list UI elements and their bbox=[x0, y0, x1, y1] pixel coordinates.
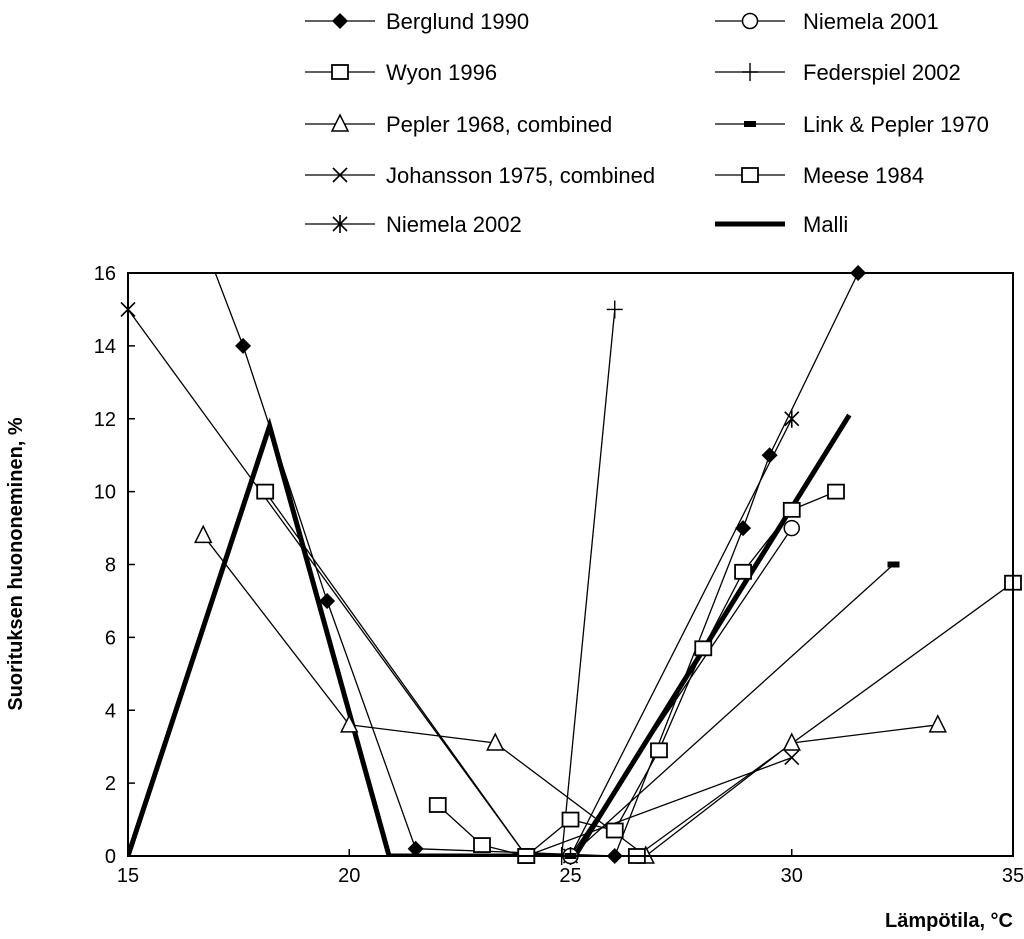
x-tick-label: 35 bbox=[1002, 865, 1024, 887]
data-point-wyon-1996 bbox=[473, 837, 491, 853]
data-point-wyon-1996 bbox=[734, 563, 752, 580]
data-point-wyon-1996 bbox=[694, 640, 713, 657]
legend-marker bbox=[742, 63, 758, 81]
legend-item-link-pepler-1970: Link & Pepler 1970 bbox=[715, 112, 989, 137]
data-point-pepler-1968-combined bbox=[340, 714, 359, 733]
data-point-berglund-1990 bbox=[761, 447, 778, 464]
legend-item-meese-1984: Meese 1984 bbox=[715, 163, 924, 188]
legend-marker bbox=[332, 215, 348, 233]
series-markers-meese-1984 bbox=[256, 483, 1022, 864]
legend-item-niemela-2002: Niemela 2002 bbox=[305, 212, 522, 237]
legend-marker bbox=[330, 113, 350, 132]
data-point-berglund-1990 bbox=[407, 840, 424, 857]
data-point-wyon-1996 bbox=[561, 811, 580, 828]
legend-item-malli: Malli bbox=[715, 212, 848, 237]
legend-item-pepler-1968-combined: Pepler 1968, combined bbox=[305, 112, 612, 137]
series-line-federspiel-2002 bbox=[561, 309, 616, 856]
x-tick-label: 25 bbox=[559, 865, 581, 887]
data-point-link-pepler-1970 bbox=[887, 561, 900, 568]
legend-label: Niemela 2001 bbox=[803, 9, 939, 34]
series-markers-johansson-1975-combined bbox=[120, 301, 800, 864]
data-point-wyon-1996 bbox=[782, 501, 801, 518]
y-tick-label: 8 bbox=[105, 555, 116, 577]
plot-layer bbox=[128, 273, 1013, 856]
series-line-johansson-1975-combined bbox=[128, 309, 793, 856]
marker-layer bbox=[120, 265, 1022, 865]
x-axis-title: Lämpötila, °C bbox=[885, 910, 1013, 932]
y-tick-label: 16 bbox=[94, 263, 116, 285]
legend-item-berglund-1990: Berglund 1990 bbox=[305, 9, 529, 34]
series-line-meese-1984 bbox=[264, 491, 1013, 856]
data-point-pepler-1968-combined bbox=[194, 524, 213, 544]
series-markers-wyon-1996 bbox=[428, 483, 845, 864]
x-axis: 15 20 25 30 35 bbox=[117, 849, 1024, 887]
x-tick-label: 20 bbox=[338, 865, 360, 887]
y-tick-label: 4 bbox=[105, 700, 116, 722]
y-tick-label: 10 bbox=[94, 482, 116, 504]
y-tick-label: 14 bbox=[94, 336, 116, 358]
series-line-link-pepler-1970 bbox=[570, 564, 894, 856]
y-tick-label: 2 bbox=[105, 773, 116, 795]
data-point-pepler-1968-combined bbox=[486, 732, 505, 751]
legend-label: Johansson 1975, combined bbox=[386, 163, 655, 188]
legend-item-wyon-1996: Wyon 1996 bbox=[305, 60, 497, 85]
series-line-malli bbox=[128, 413, 852, 856]
series-line-niemela-2002 bbox=[569, 418, 793, 856]
legend-item-niemela-2001: Niemela 2001 bbox=[715, 9, 939, 34]
legend-label: Malli bbox=[803, 212, 848, 237]
y-tick-label: 6 bbox=[105, 627, 116, 649]
y-tick-label: 0 bbox=[105, 846, 116, 868]
legend: Berglund 1990 Wyon 1996 Pepler 1968, combi… bbox=[305, 9, 989, 237]
y-axis: 0 2 4 6 8 10 12 14 16 bbox=[94, 263, 135, 868]
legend-marker bbox=[332, 167, 348, 183]
legend-label: Wyon 1996 bbox=[386, 60, 497, 85]
legend-label: Federspiel 2002 bbox=[803, 60, 961, 85]
legend-label: Berglund 1990 bbox=[386, 9, 529, 34]
data-point-johansson-1975-combined bbox=[784, 750, 800, 766]
legend-marker bbox=[741, 12, 759, 30]
x-tick-label: 15 bbox=[117, 865, 139, 887]
series-line-pepler-1968-combined bbox=[202, 534, 938, 856]
legend-item-johansson-1975-combined: Johansson 1975, combined bbox=[305, 163, 655, 188]
legend-label: Niemela 2002 bbox=[386, 212, 522, 237]
series-markers-berglund-1990 bbox=[235, 265, 867, 864]
y-tick-label: 12 bbox=[94, 409, 116, 431]
legend-label: Meese 1984 bbox=[803, 163, 924, 188]
legend-label: Pepler 1968, combined bbox=[386, 112, 612, 137]
data-point-wyon-1996 bbox=[650, 742, 668, 759]
data-point-berglund-1990 bbox=[735, 520, 752, 537]
x-tick-label: 30 bbox=[781, 865, 803, 887]
legend-marker bbox=[741, 167, 759, 183]
data-point-niemela-2002 bbox=[784, 409, 800, 428]
legend-marker bbox=[744, 121, 756, 127]
data-point-pepler-1968-combined bbox=[928, 714, 947, 733]
data-point-pepler-1968-combined bbox=[782, 732, 801, 751]
data-point-niemela-2001 bbox=[783, 519, 800, 537]
data-point-federspiel-2002 bbox=[606, 300, 623, 319]
data-point-meese-1984 bbox=[256, 483, 275, 500]
y-axis-title: Suorituksen huononeminen, % bbox=[5, 417, 27, 711]
data-point-wyon-1996 bbox=[827, 483, 845, 500]
legend-label: Link & Pepler 1970 bbox=[803, 112, 989, 137]
data-point-berglund-1990 bbox=[235, 337, 252, 354]
legend-marker bbox=[331, 64, 349, 80]
series-line-wyon-1996 bbox=[437, 490, 837, 856]
legend-marker bbox=[332, 13, 348, 29]
legend-item-federspiel-2002: Federspiel 2002 bbox=[715, 60, 961, 85]
data-point-wyon-1996 bbox=[605, 822, 624, 839]
data-point-berglund-1990 bbox=[319, 592, 336, 609]
data-point-wyon-1996 bbox=[428, 797, 447, 813]
